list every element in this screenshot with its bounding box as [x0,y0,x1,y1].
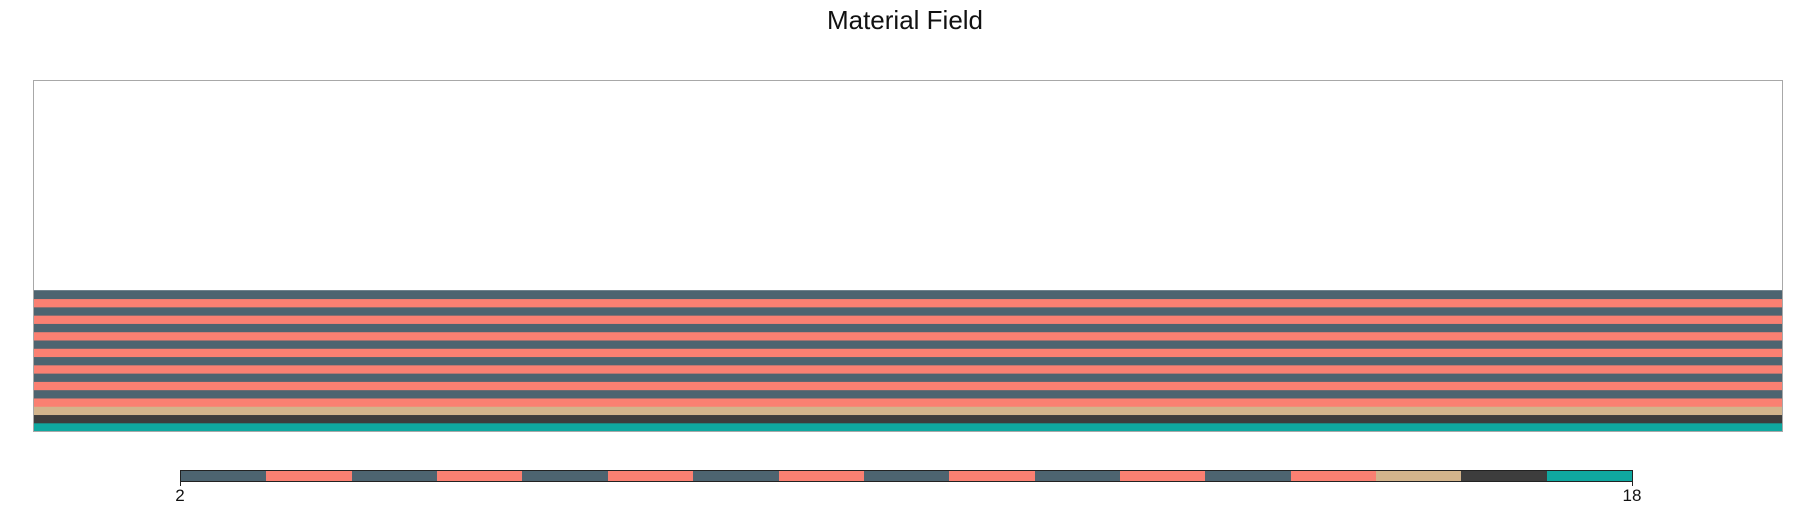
colorbar-min-label: 2 [175,486,185,505]
colorbar-tick-min [180,481,181,486]
colorbar-segment-15 [1290,471,1377,481]
colorbar-segment-8 [693,471,779,481]
material-layer-15 [34,397,1782,407]
colorbar-segment-11 [949,471,1035,481]
colorbar-segment-3 [266,471,352,481]
chart-title: Material Field [826,5,984,35]
colorbar-segment-9 [778,471,864,481]
material-layer-12 [34,373,1782,382]
material-layer-18 [34,422,1782,431]
material-layer-7 [34,331,1782,341]
colorbar-segment-7 [607,471,694,481]
material-layer-13 [34,381,1782,391]
material-layer-11 [34,364,1782,374]
colorbar-segment-6 [522,471,608,481]
material-layer-10 [34,356,1782,366]
colorbar-tick-max [1632,481,1633,486]
material-layer-14 [34,389,1782,399]
colorbar-segment-14 [1205,471,1291,481]
colorbar-segment-13 [1119,471,1206,481]
colorbar-segment-4 [351,471,438,481]
material-field [34,290,1782,431]
colorbar-max-label: 18 [1622,486,1642,505]
material-layer-3 [34,298,1782,308]
colorbar-segment-17 [1461,471,1547,481]
colorbar-segment-2 [181,471,267,481]
material-layer-8 [34,339,1782,349]
colorbar-segment-16 [1376,471,1462,481]
material-layer-16 [34,406,1782,416]
material-layer-9 [34,348,1782,358]
material-layer-5 [34,315,1782,324]
colorbar-segment-12 [1034,471,1120,481]
plot-area [33,80,1783,432]
material-layer-4 [34,306,1782,316]
colorbar-segment-18 [1546,471,1633,481]
colorbar-segment-5 [437,471,523,481]
material-layer-2 [34,290,1782,300]
material-layer-17 [34,414,1782,424]
colorbar-segment-10 [863,471,950,481]
material-layer-6 [34,323,1782,333]
colorbar [180,470,1633,482]
